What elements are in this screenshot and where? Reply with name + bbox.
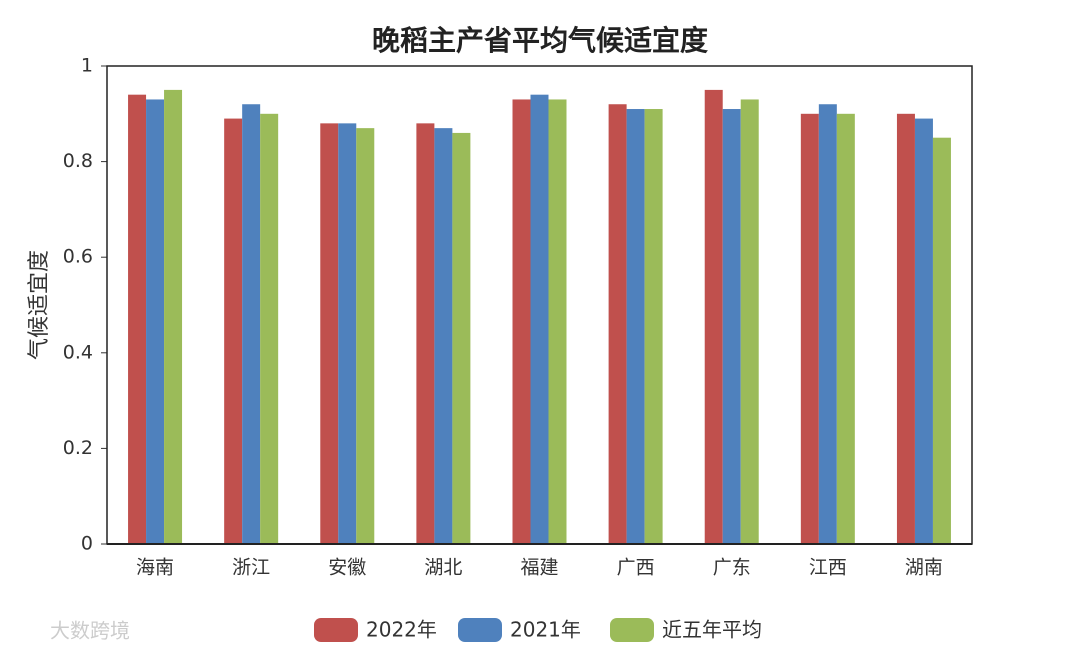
bar bbox=[800, 113, 819, 545]
bar bbox=[260, 113, 279, 545]
legend-label: 近五年平均 bbox=[662, 618, 762, 642]
watermark: 大数跨境 bbox=[50, 619, 130, 643]
y-tick-label: 0.8 bbox=[63, 150, 93, 172]
bar bbox=[512, 99, 531, 545]
x-tick-label: 广西 bbox=[617, 557, 655, 579]
x-tick-label: 广东 bbox=[713, 557, 751, 579]
bar bbox=[434, 128, 453, 544]
legend-label: 2022年 bbox=[366, 618, 437, 642]
legend-label: 2021年 bbox=[510, 618, 581, 642]
bar bbox=[128, 94, 147, 545]
x-tick-label: 安徽 bbox=[328, 557, 366, 579]
bar bbox=[608, 104, 627, 545]
bar bbox=[740, 99, 759, 545]
bar bbox=[644, 109, 663, 545]
bar bbox=[836, 113, 855, 545]
bar bbox=[242, 104, 261, 545]
y-tick-label: 0.4 bbox=[63, 341, 93, 363]
x-tick-label: 湖北 bbox=[424, 557, 462, 579]
legend-swatch bbox=[314, 618, 358, 642]
bar bbox=[530, 94, 549, 545]
x-tick-label: 海南 bbox=[136, 557, 174, 579]
y-tick-label: 0 bbox=[81, 533, 93, 555]
y-tick-label: 1 bbox=[81, 55, 93, 77]
bar bbox=[932, 137, 951, 544]
x-tick-label: 湖南 bbox=[905, 557, 943, 579]
bar bbox=[452, 132, 471, 545]
bar bbox=[146, 99, 165, 545]
bar bbox=[722, 109, 741, 545]
bar bbox=[626, 109, 645, 545]
bar bbox=[548, 99, 567, 545]
y-tick-label: 0.2 bbox=[63, 437, 93, 459]
x-tick-label: 江西 bbox=[809, 557, 847, 579]
bar bbox=[320, 123, 339, 545]
bar bbox=[338, 123, 357, 545]
y-axis-label: 气候适宜度 bbox=[27, 250, 52, 360]
chart-title: 晚稻主产省平均气候适宜度 bbox=[372, 24, 708, 57]
y-tick-label: 0.6 bbox=[63, 246, 93, 268]
bar bbox=[224, 118, 243, 544]
bar bbox=[164, 89, 183, 545]
bar bbox=[416, 123, 435, 545]
bar bbox=[896, 113, 915, 545]
bar bbox=[704, 89, 723, 545]
bar bbox=[818, 104, 837, 545]
legend-swatch bbox=[610, 618, 654, 642]
x-tick-label: 福建 bbox=[520, 557, 558, 579]
x-tick-label: 浙江 bbox=[232, 557, 270, 579]
bar bbox=[356, 128, 375, 544]
bar bbox=[914, 118, 933, 544]
legend-swatch bbox=[458, 618, 502, 642]
